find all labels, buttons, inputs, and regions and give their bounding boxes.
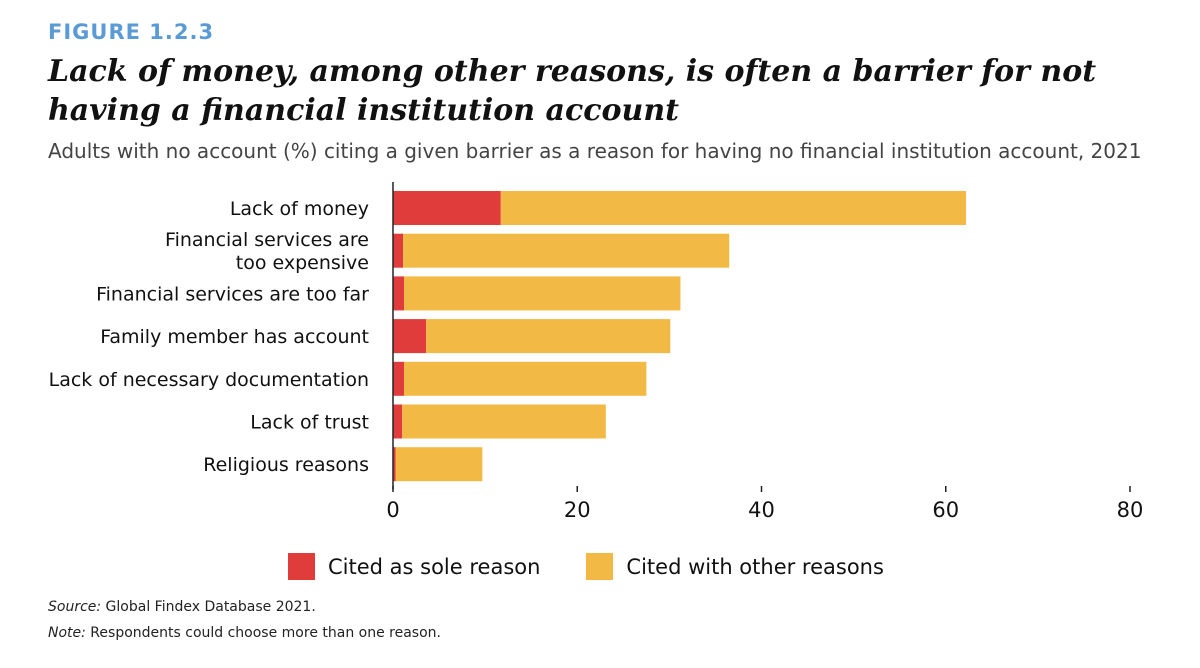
category-label-religious-reasons: Religious reasons	[203, 454, 369, 476]
bar-family-member-has-account-other	[426, 319, 671, 354]
note-label: Note:	[48, 625, 86, 641]
x-tick-label-60: 60	[932, 498, 959, 522]
category-label-lack-of-money: Lack of money	[230, 198, 369, 220]
bar-financial-services-are-too-far-other	[404, 276, 681, 311]
legend-swatch-sole	[288, 553, 315, 580]
chart-title: Lack of money, among other reasons, is o…	[48, 54, 1097, 128]
legend-label-other: Cited with other reasons	[626, 554, 884, 579]
category-label-family-member-has-account: Family member has account	[100, 326, 369, 348]
bar-chart: Lack of money Financial services are too e…	[49, 182, 1144, 522]
bar-family-member-has-account-sole	[393, 319, 427, 354]
x-tick-label-40: 40	[748, 498, 775, 522]
legend-swatch-other	[586, 553, 614, 580]
legend-label-sole: Cited as sole reason	[328, 554, 541, 579]
category-label-lack-of-necessary-documentation: Lack of necessary documentation	[49, 369, 369, 391]
bar-financial-services-are-too-expensive-other	[403, 233, 730, 268]
legend-item-sole: Cited as sole reason	[288, 553, 540, 580]
source-text: Global Findex Database 2021.	[101, 599, 316, 615]
bar-lack-of-necessary-documentation-other	[404, 361, 647, 396]
bar-financial-services-are-too-far-sole	[393, 276, 405, 311]
legend: Cited as sole reason Cited with other re…	[288, 553, 930, 580]
bar-religious-reasons-sole	[393, 447, 396, 482]
category-label-financial-services-are-too-expensive: Financial services are too expensive	[165, 229, 369, 274]
x-tick-label-20: 20	[564, 498, 591, 522]
legend-item-other: Cited with other reasons	[586, 553, 884, 580]
x-tick-label-0: 0	[386, 498, 399, 522]
bar-lack-of-money-sole	[393, 191, 501, 225]
bar-financial-services-are-too-expensive-sole	[393, 233, 404, 268]
bar-lack-of-trust-sole	[393, 404, 403, 439]
bar-lack-of-trust-other	[402, 404, 606, 439]
note-text: Respondents could choose more than one r…	[85, 625, 441, 641]
chart-subtitle: Adults with no account (%) citing a give…	[48, 139, 1142, 163]
bar-lack-of-necessary-documentation-sole	[393, 361, 405, 396]
category-label-financial-services-are-too-far: Financial services are too far	[96, 283, 369, 305]
source-note: Source: Global Findex Database 2021.	[48, 599, 316, 615]
category-label-lack-of-trust: Lack of trust	[250, 412, 369, 434]
bar-lack-of-money-other	[500, 191, 967, 225]
respondent-note: Note: Respondents could choose more than…	[48, 625, 441, 641]
figure-label: FIGURE 1.2.3	[48, 20, 215, 44]
bar-religious-reasons-other	[395, 447, 483, 482]
x-tick-label-80: 80	[1117, 498, 1144, 522]
source-label: Source:	[48, 599, 102, 615]
